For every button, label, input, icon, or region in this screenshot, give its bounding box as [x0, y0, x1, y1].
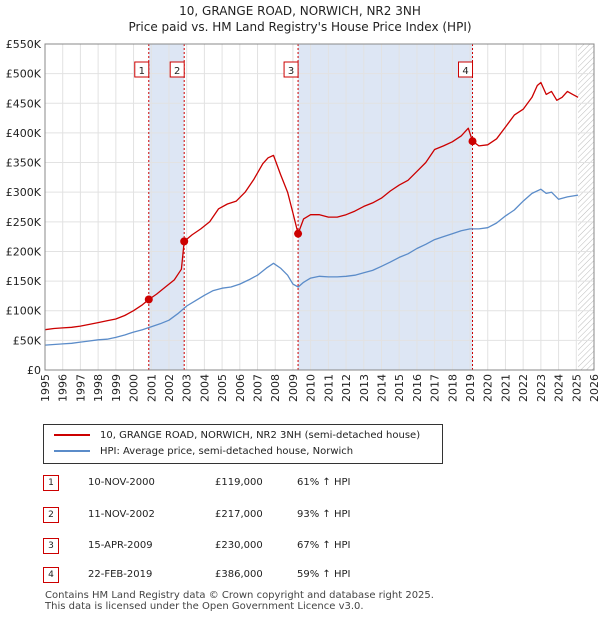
y-tick-label: £0: [27, 364, 41, 377]
sale-number-badge: 4: [43, 567, 59, 583]
x-tick-label: 2021: [499, 374, 512, 402]
x-tick-label: 2003: [181, 374, 194, 402]
sale-marker-1: [144, 295, 153, 304]
sale-hpi-change: 93% ↑ HPI: [297, 509, 351, 520]
y-tick-label: £150K: [6, 275, 42, 288]
sale-row-3: 3 15-APR-2009 £230,000 67% ↑ HPI: [0, 537, 600, 555]
sale-price: £386,000: [215, 569, 263, 580]
x-tick-label: 2005: [216, 374, 229, 402]
x-tick-label: 2015: [393, 374, 406, 402]
sale-hpi-change: 59% ↑ HPI: [297, 569, 351, 580]
sale-price: £217,000: [215, 509, 263, 520]
x-tick-label: 2022: [517, 374, 530, 402]
y-tick-label: £500K: [6, 68, 42, 81]
shaded-band-1: [148, 44, 185, 370]
sale-marker-2: [180, 237, 189, 246]
sale-label-4: 4: [462, 66, 468, 77]
x-tick-label: 2009: [287, 374, 300, 402]
sale-label-1: 1: [139, 66, 145, 77]
footer-line-2: This data is licensed under the Open Gov…: [45, 601, 364, 612]
footer-line-1: Contains HM Land Registry data © Crown c…: [45, 590, 434, 601]
legend-label-hpi: HPI: Average price, semi-detached house,…: [100, 446, 354, 457]
sale-date: 11-NOV-2002: [88, 509, 155, 520]
x-tick-label: 2023: [535, 374, 548, 402]
sale-date: 15-APR-2009: [88, 540, 153, 551]
sale-hpi-change: 61% ↑ HPI: [297, 477, 351, 488]
x-tick-label: 2006: [234, 374, 247, 402]
x-tick-label: 2001: [145, 374, 158, 402]
forecast-hatch-area: [578, 44, 594, 370]
x-tick-label: 2024: [553, 374, 566, 402]
x-tick-label: 1998: [92, 374, 105, 402]
x-tick-label: 2018: [446, 374, 459, 402]
x-tick-label: 2025: [570, 374, 583, 402]
y-tick-label: £350K: [6, 157, 42, 170]
x-tick-label: 1999: [110, 374, 123, 402]
sale-label-box-4: [458, 61, 474, 78]
sale-marker-4: [468, 137, 477, 146]
footer-attribution: Contains HM Land Registry data © Crown c…: [45, 590, 434, 612]
y-tick-label: £250K: [6, 216, 42, 229]
legend-swatch-property: [54, 434, 90, 436]
x-tick-label: 2020: [482, 374, 495, 402]
property-price-line: [44, 81, 579, 331]
legend-item-hpi: HPI: Average price, semi-detached house,…: [54, 445, 353, 459]
sale-label-box-3: [283, 61, 299, 78]
x-tick-label: 2012: [340, 374, 353, 402]
chart-title: 10, GRANGE ROAD, NORWICH, NR2 3NH: [179, 4, 421, 18]
y-tick-label: £550K: [6, 38, 42, 51]
sale-number-badge: 2: [43, 507, 59, 523]
plot-frame: [44, 43, 595, 371]
sale-date: 10-NOV-2000: [88, 477, 155, 488]
sale-number-badge: 3: [43, 538, 59, 554]
sale-label-3: 3: [288, 66, 294, 77]
x-tick-label: 2008: [269, 374, 282, 402]
y-tick-label: £50K: [13, 334, 42, 347]
x-tick-label: 2000: [128, 374, 141, 402]
sale-row-2: 2 11-NOV-2002 £217,000 93% ↑ HPI: [0, 506, 600, 524]
x-tick-label: 2017: [429, 374, 442, 402]
sale-price: £119,000: [215, 477, 263, 488]
x-tick-label: 2007: [252, 374, 265, 402]
x-tick-label: 2014: [375, 374, 388, 402]
sale-row-1: 1 10-NOV-2000 £119,000 61% ↑ HPI: [0, 474, 600, 492]
sale-marker-3: [294, 229, 303, 238]
x-tick-label: 1995: [39, 374, 52, 402]
sale-label-2: 2: [174, 66, 180, 77]
sale-row-4: 4 22-FEB-2019 £386,000 59% ↑ HPI: [0, 566, 600, 584]
y-tick-label: £200K: [6, 245, 42, 258]
x-tick-label: 2026: [588, 374, 600, 402]
sale-date: 22-FEB-2019: [88, 569, 153, 580]
chart-subtitle: Price paid vs. HM Land Registry's House …: [128, 20, 472, 34]
x-tick-label: 1996: [57, 374, 70, 402]
x-tick-label: 2002: [163, 374, 176, 402]
legend: 10, GRANGE ROAD, NORWICH, NR2 3NH (semi-…: [43, 424, 443, 464]
shaded-band-2: [298, 44, 473, 370]
x-tick-label: 2004: [198, 374, 211, 402]
price-chart: 1 2 3 4 £0 £50K £100K £150K £200K £250K £300K £350…: [6, 38, 600, 402]
legend-label-property: 10, GRANGE ROAD, NORWICH, NR2 3NH (semi-…: [100, 430, 421, 441]
x-tick-label: 2013: [358, 374, 371, 402]
x-tick-label: 2019: [464, 374, 477, 402]
sale-price: £230,000: [215, 540, 263, 551]
sale-hpi-change: 67% ↑ HPI: [297, 540, 351, 551]
y-tick-label: £400K: [6, 127, 42, 140]
y-tick-label: £300K: [6, 186, 42, 199]
sale-number-badge: 1: [43, 475, 59, 491]
legend-item-property: 10, GRANGE ROAD, NORWICH, NR2 3NH (semi-…: [54, 429, 420, 443]
legend-swatch-hpi: [54, 450, 90, 452]
y-tick-label: £100K: [6, 305, 42, 318]
sale-label-box-1: [134, 61, 150, 78]
y-tick-label: £450K: [6, 97, 42, 110]
hpi-line: [44, 188, 579, 346]
x-tick-label: 1997: [74, 374, 87, 402]
x-tick-label: 2011: [322, 374, 335, 402]
x-tick-label: 2010: [305, 374, 318, 402]
sale-label-box-2: [169, 61, 185, 78]
x-tick-label: 2016: [411, 374, 424, 402]
